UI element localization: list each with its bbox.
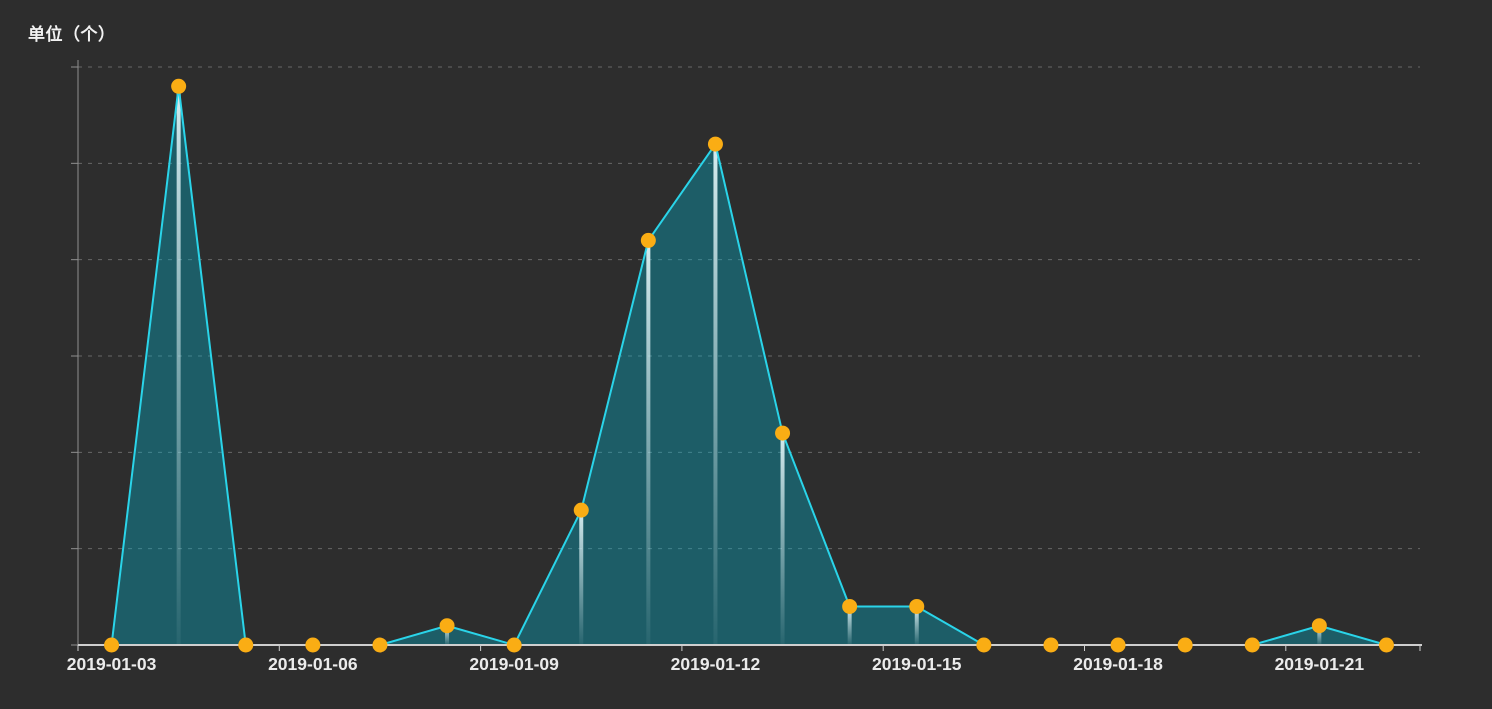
x-axis-label: 2019-01-12: [671, 654, 761, 674]
data-point-marker[interactable]: [506, 637, 522, 653]
x-axis-label: 2019-01-18: [1073, 654, 1163, 674]
data-point-marker[interactable]: [842, 598, 858, 614]
data-point-marker[interactable]: [640, 232, 656, 248]
data-point-marker[interactable]: [1110, 637, 1126, 653]
data-point-marker[interactable]: [976, 637, 992, 653]
data-point-marker[interactable]: [305, 637, 321, 653]
drop-line: [914, 606, 919, 645]
x-axis-label: 2019-01-09: [469, 654, 559, 674]
data-point-marker[interactable]: [1378, 637, 1394, 653]
data-point-marker[interactable]: [1311, 618, 1327, 634]
drop-line: [176, 86, 181, 646]
x-axis-label: 2019-01-15: [872, 654, 962, 674]
drop-line: [713, 144, 718, 646]
drop-line: [780, 433, 785, 645]
data-point-marker[interactable]: [1043, 637, 1059, 653]
y-axis-unit-label: 单位（个）: [28, 25, 116, 44]
x-axis-label: 2019-01-21: [1275, 654, 1365, 674]
data-point-marker[interactable]: [238, 637, 254, 653]
drop-line: [847, 606, 852, 645]
series-area-fill: [111, 86, 1387, 646]
drop-line: [445, 625, 450, 645]
data-point-marker[interactable]: [707, 136, 723, 152]
data-point-marker[interactable]: [1244, 637, 1260, 653]
data-point-marker[interactable]: [372, 637, 388, 653]
data-point-marker[interactable]: [104, 637, 120, 653]
data-point-marker[interactable]: [439, 618, 455, 634]
x-axis-label: 2019-01-03: [67, 654, 157, 674]
drop-line: [646, 240, 651, 645]
data-point-marker[interactable]: [909, 598, 925, 614]
data-point-marker[interactable]: [775, 425, 791, 441]
drop-line: [1317, 625, 1322, 645]
x-axis-label: 2019-01-06: [268, 654, 358, 674]
drop-line: [579, 510, 584, 645]
data-point-marker[interactable]: [573, 502, 589, 518]
data-point-marker[interactable]: [171, 78, 187, 94]
data-point-marker[interactable]: [1177, 637, 1193, 653]
